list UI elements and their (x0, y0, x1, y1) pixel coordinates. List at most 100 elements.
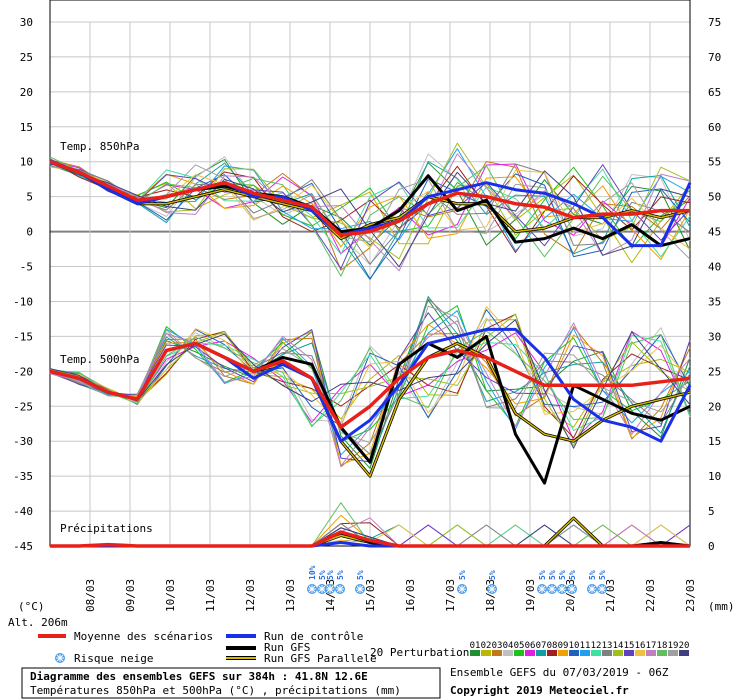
snowflake-icon (566, 583, 578, 595)
perturbation-number: 16 (635, 641, 646, 651)
y-tick-left: 15 (20, 121, 33, 134)
perturbation-swatch (536, 650, 546, 656)
y-tick-left: -45 (13, 540, 33, 553)
snowflake-icon (546, 583, 558, 595)
snowflake-icon (486, 583, 498, 595)
perturbation-swatch (679, 650, 689, 656)
x-tick-date: 09/03 (124, 579, 137, 612)
perturbation-swatch (492, 650, 502, 656)
perturbation-swatch (481, 650, 491, 656)
y-tick-left: 0 (26, 226, 33, 239)
perturbation-number: 09 (558, 641, 569, 651)
snowflake-icon (456, 583, 468, 595)
perturbation-swatch (580, 650, 590, 656)
legend-gfs: Run GFS (264, 641, 310, 654)
perturbation-number: 15 (624, 641, 635, 651)
perturbation-number: 02 (481, 641, 492, 651)
perturbation-number: 18 (657, 641, 668, 651)
ensemble-t850-line (49, 160, 691, 249)
y-tick-right: 70 (708, 51, 721, 64)
y-tick-left: 20 (20, 86, 33, 99)
x-tick-date: 19/03 (524, 579, 537, 612)
perturbation-swatch (613, 650, 623, 656)
y-tick-right: 25 (708, 365, 721, 378)
legend: Moyenne des scénarios Risque neige Run d… (38, 630, 689, 665)
perturbation-number: 01 (470, 641, 481, 651)
y-tick-left: -40 (13, 505, 33, 518)
y-tick-right: 40 (708, 261, 721, 274)
perturbation-swatch (624, 650, 634, 656)
footer-copyright: Copyright 2019 Meteociel.fr (450, 684, 629, 697)
x-tick-date: 23/03 (684, 579, 697, 612)
t850-annotation: Temp. 850hPa (60, 140, 139, 153)
perturbation-swatch (558, 650, 568, 656)
y-tick-right: 30 (708, 330, 721, 343)
perturbation-number: 10 (569, 641, 580, 651)
snow-risk-percent: 5% (588, 570, 597, 580)
y-tick-right: 15 (708, 435, 721, 448)
ensemble-t500-line (49, 330, 691, 427)
perturbation-number: 19 (668, 641, 679, 651)
x-tick-date: 18/03 (484, 579, 497, 612)
x-tick-date: 14/03 (324, 579, 337, 612)
y-tick-right: 35 (708, 295, 721, 308)
x-tick-date: 22/03 (644, 579, 657, 612)
legend-control: Run de contrôle (264, 630, 363, 643)
altitude-label: Alt. 206m (8, 616, 68, 629)
y-tick-left: -10 (13, 295, 33, 308)
snow-risk-percent: 5% (326, 570, 335, 580)
perturbation-number: 12 (591, 641, 602, 651)
snowflake-icon (334, 583, 346, 595)
main-lines (49, 160, 692, 548)
perturbation-swatch (547, 650, 557, 656)
y-tick-right: 75 (708, 16, 721, 29)
legend-para: Run GFS Parallele (264, 652, 377, 665)
precip-annotation: Précipitations (60, 522, 153, 535)
ensemble-t500-line (49, 305, 691, 444)
t500-annotation: Temp. 500hPa (60, 353, 139, 366)
snow-risk-percent: 5% (548, 570, 557, 580)
snow-risk-percent: 5% (356, 570, 365, 580)
perturbation-swatch (646, 650, 656, 656)
ensemble-t850-line (49, 153, 691, 272)
snow-risk-percent: 5% (488, 570, 497, 580)
perturbation-swatches: 01 02 03 04 05 06 07 08 09 10 11 12 13 14 15 16 17 18 19 20 (470, 641, 689, 656)
footer-title: Diagramme des ensembles GEFS sur 384h : … (30, 670, 368, 683)
perturbation-swatch (591, 650, 601, 656)
ensemble-t500-line (49, 313, 691, 447)
perturbation-swatch (602, 650, 612, 656)
perturbation-number: 05 (514, 641, 525, 651)
perturbation-swatch (503, 650, 513, 656)
ensemble-t850-line (49, 160, 691, 258)
x-tick-date: 20/03 (564, 579, 577, 612)
ensemble-t850-line (49, 153, 691, 266)
footer-run: Ensemble GEFS du 07/03/2019 - 06Z (450, 666, 669, 679)
y-tick-right: 0 (708, 540, 715, 553)
perturbation-swatch (525, 650, 535, 656)
snow-risk-row: 10% 5% 5% 5% 5% 5% 5% 5% 5% 5% 5% 5% 5% (306, 565, 608, 595)
x-tick-date: 12/03 (244, 579, 257, 612)
ensemble-t850-line (49, 156, 691, 277)
grid (50, 21, 691, 547)
snow-risk-percent: 5% (538, 570, 547, 580)
ensemble-t500-line (49, 319, 691, 428)
snow-risk-percent: 5% (458, 570, 467, 580)
ensemble-t500-line (49, 320, 691, 467)
y-tick-right: 45 (708, 226, 721, 239)
y-tick-left: 30 (20, 16, 33, 29)
x-tick-date: 17/03 (444, 579, 457, 612)
y-tick-right: 60 (708, 121, 721, 134)
ensemble-t850-line (49, 161, 691, 280)
ensemble-t850-line (49, 163, 691, 280)
y-tick-left: -35 (13, 470, 33, 483)
snowflake-icon (306, 583, 318, 595)
y-tick-right: 50 (708, 191, 721, 204)
y-tick-left: 25 (20, 51, 33, 64)
snowflake-icon (586, 583, 598, 595)
ensemble-t500-line (49, 319, 691, 449)
left-unit: (°C) (18, 600, 45, 613)
y-tick-left: -5 (20, 261, 33, 274)
perturbation-swatch (470, 650, 480, 656)
x-tick-date: 16/03 (404, 579, 417, 612)
